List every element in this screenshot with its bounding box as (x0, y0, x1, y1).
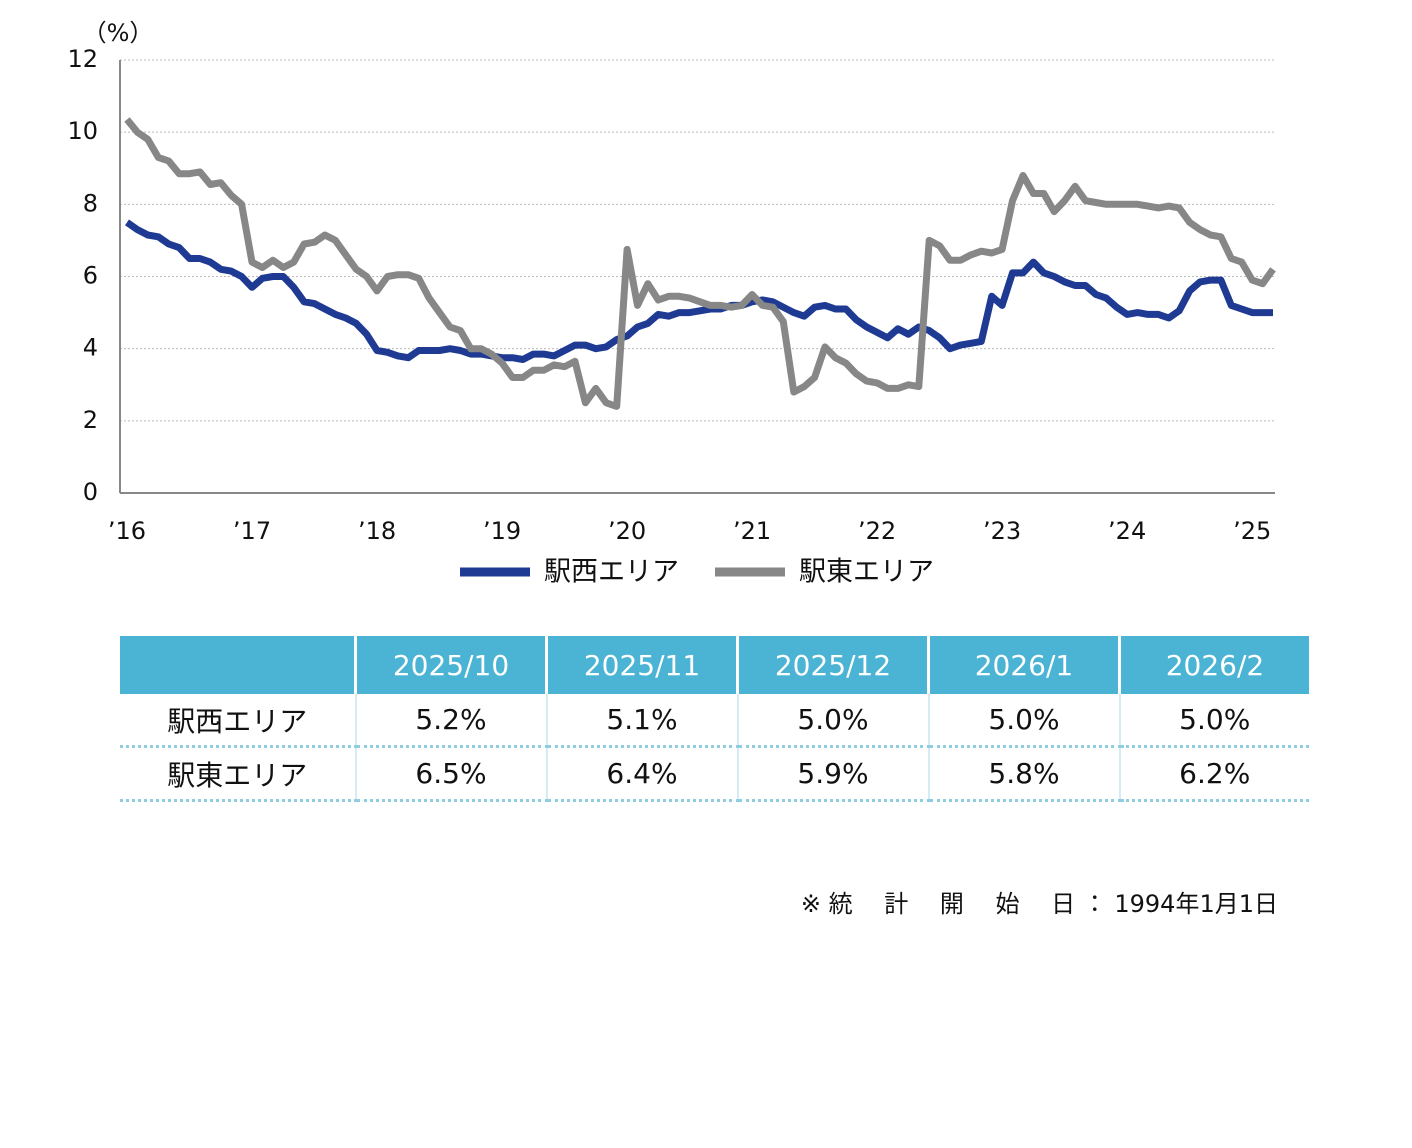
x-tick-label: ’18 (358, 517, 396, 545)
x-tick-label: ’21 (733, 517, 771, 545)
value-cell: 5.2% (354, 694, 547, 748)
y-tick-label: 10 (67, 117, 98, 145)
row-label: 駅東エリア (120, 746, 356, 802)
x-tick-label: ’24 (1108, 517, 1146, 545)
x-tick-label: ’23 (983, 517, 1021, 545)
x-tick-label: ’17 (233, 517, 271, 545)
x-tick-label: ’25 (1233, 517, 1271, 545)
header-cell: 2025/12 (736, 636, 929, 694)
header-cell: 2026/2 (1118, 636, 1309, 694)
x-tick-label: ’16 (108, 517, 146, 545)
y-unit-label: （%） (83, 19, 154, 47)
x-tick-label: ’20 (608, 517, 646, 545)
y-tick-label: 8 (83, 189, 98, 217)
value-cell: 5.0% (1118, 694, 1309, 748)
x-tick-label: ’19 (483, 517, 521, 545)
value-cell: 6.2% (1118, 746, 1309, 802)
y-tick-label: 0 (83, 478, 98, 506)
legend-label: 駅東エリア (799, 557, 934, 588)
value-cell: 5.0% (927, 694, 1120, 748)
chart: （%） 0 2 4 6 8 10 12 ’16 ’17 ’18 ’19 ’20 ’21 ’22 ’23 ’24… (67, 19, 1276, 588)
value-cell: 5.9% (736, 746, 929, 802)
table-row: 駅東エリア 6.5% 6.4% 5.9% 5.8% 6.2% (120, 746, 1309, 802)
value-cell: 6.4% (545, 746, 738, 802)
value-cell: 6.5% (354, 746, 547, 802)
legend-label: 駅西エリア (544, 557, 679, 588)
table-header: 2025/10 2025/11 2025/12 2026/1 2026/2 (120, 636, 1309, 694)
value-cell: 5.0% (736, 694, 929, 748)
footnote: ※ 統 計 開 始 日 ： 1994年1月1日 (800, 890, 1278, 918)
y-tick-label: 2 (83, 406, 98, 434)
header-cell: 2026/1 (927, 636, 1120, 694)
header-cell: 2025/10 (354, 636, 547, 694)
y-tick-label: 4 (83, 334, 98, 362)
y-tick-label: 12 (67, 45, 98, 73)
y-tick-label: 6 (83, 262, 98, 290)
header-cell (120, 636, 356, 694)
x-tick-label: ’22 (858, 517, 896, 545)
line-series (124, 117, 1276, 410)
value-cell: 5.1% (545, 694, 738, 748)
data-table: 2025/10 2025/11 2025/12 2026/1 2026/2 駅西エリア 5.… (120, 636, 1309, 802)
table-row: 駅西エリア 5.2% 5.1% 5.0% 5.0% 5.0% (120, 694, 1309, 748)
row-label: 駅西エリア (120, 694, 356, 748)
line-series (125, 219, 1273, 363)
value-cell: 5.8% (927, 746, 1120, 802)
header-cell: 2025/11 (545, 636, 738, 694)
